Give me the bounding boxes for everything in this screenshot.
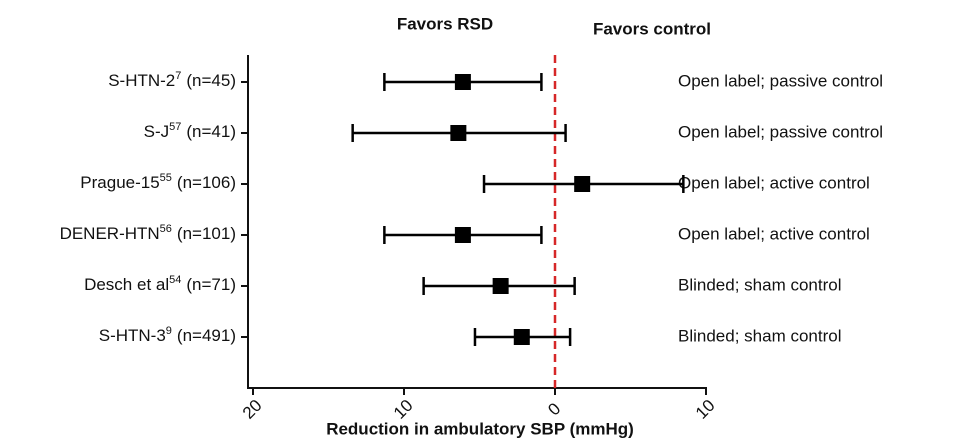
study-ref: 56 — [160, 223, 172, 235]
study-note: Blinded; sham control — [678, 275, 841, 294]
study-n: (n=41) — [186, 122, 236, 141]
study-label: Desch et al54 (n=71) — [84, 274, 236, 295]
study-ref: 57 — [169, 121, 181, 133]
x-axis-label: Reduction in ambulatory SBP (mmHg) — [326, 419, 634, 438]
study-name: S-J — [144, 122, 170, 141]
study-name: S-HTN-2 — [108, 71, 175, 90]
point-estimate — [454, 74, 471, 90]
point-estimate — [454, 227, 471, 243]
study-name: Desch et al — [84, 275, 169, 294]
study-note: Open label; active control — [678, 173, 870, 192]
point-estimate — [513, 329, 530, 345]
study-name: DENER-HTN — [60, 224, 160, 243]
x-tick-label: 10 — [692, 396, 719, 423]
study-note: Blinded; sham control — [678, 326, 841, 345]
study-n: (n=71) — [186, 275, 236, 294]
x-tick-label: 20 — [239, 396, 266, 423]
study-ref: 55 — [160, 172, 172, 184]
study-ref: 7 — [175, 70, 181, 82]
header-left: Favors RSD — [397, 14, 493, 33]
study-ref: 9 — [166, 325, 172, 337]
study-label: S-J57 (n=41) — [144, 121, 236, 142]
study-n: (n=106) — [177, 173, 236, 192]
study-note: Open label; passive control — [678, 71, 883, 90]
x-tick-label: 0 — [544, 399, 564, 419]
study-name: Prague-15 — [80, 173, 159, 192]
study-n: (n=45) — [186, 71, 236, 90]
study-label: S-HTN-27 (n=45) — [108, 70, 236, 91]
study-label: Prague-1555 (n=106) — [80, 172, 236, 193]
study-ref: 54 — [169, 274, 181, 286]
study-n: (n=101) — [177, 224, 236, 243]
study-label: DENER-HTN56 (n=101) — [60, 223, 236, 244]
point-estimate — [574, 176, 591, 192]
study-note: Open label; active control — [678, 224, 870, 243]
point-estimate — [492, 278, 509, 294]
study-note: Open label; passive control — [678, 122, 883, 141]
header-right: Favors control — [593, 19, 711, 38]
study-label: S-HTN-39 (n=491) — [99, 325, 236, 346]
point-estimate — [450, 125, 467, 141]
study-n: (n=491) — [177, 326, 236, 345]
study-name: S-HTN-3 — [99, 326, 166, 345]
